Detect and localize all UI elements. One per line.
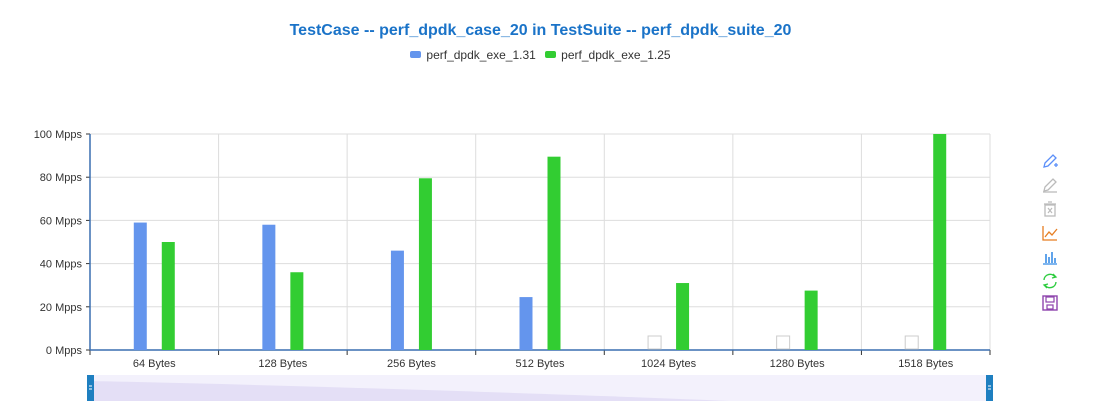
x-tick-label: 1280 Bytes: [770, 358, 826, 370]
legend-label-series-1: perf_dpdk_exe_1.31: [426, 47, 536, 62]
x-tick-label: 256 Bytes: [387, 358, 436, 370]
x-tick-label: 128 Bytes: [258, 358, 307, 370]
bar-chart-icon[interactable]: [1041, 248, 1059, 266]
line-chart-icon[interactable]: [1041, 224, 1059, 242]
bar: [161, 242, 175, 350]
bar: [390, 250, 404, 350]
y-tick-label: 0 Mpps: [46, 345, 83, 357]
legend-item-series-1[interactable]: perf_dpdk_exe_1.31: [410, 47, 536, 62]
zoom-slider-shadow: [90, 381, 730, 401]
bar: [804, 290, 818, 350]
legend-item-series-2[interactable]: perf_dpdk_exe_1.25: [545, 47, 671, 62]
y-tick-label: 20 Mpps: [40, 302, 83, 314]
chart-title: TestCase -- perf_dpdk_case_20 in TestSui…: [289, 22, 792, 39]
y-tick-label: 100 Mpps: [34, 129, 83, 141]
bar: [133, 222, 147, 350]
legend-label-series-2: perf_dpdk_exe_1.25: [561, 47, 671, 62]
bar: [676, 283, 690, 350]
save-icon[interactable]: [1041, 294, 1059, 312]
x-tick-label: 512 Bytes: [516, 358, 565, 370]
bar-placeholder: [647, 335, 662, 350]
pencil-add-icon[interactable]: [1041, 152, 1059, 170]
bar: [519, 297, 533, 350]
zoom-slider-handle-right[interactable]: [986, 375, 993, 401]
trash-icon[interactable]: [1041, 200, 1059, 218]
y-tick-label: 40 Mpps: [40, 259, 83, 271]
bar-placeholder: [904, 335, 919, 350]
bar: [547, 156, 561, 350]
bar-placeholder: [776, 335, 791, 350]
pencil-clear-icon[interactable]: [1041, 176, 1059, 194]
x-tick-label: 1518 Bytes: [898, 358, 954, 370]
x-tick-label: 64 Bytes: [133, 358, 176, 370]
y-tick-label: 60 Mpps: [40, 215, 83, 227]
legend: perf_dpdk_exe_1.31 perf_dpdk_exe_1.25: [0, 47, 1081, 62]
bar: [290, 272, 304, 350]
refresh-icon[interactable]: [1041, 272, 1059, 290]
legend-swatch-series-1: [410, 51, 422, 58]
bar: [262, 224, 276, 350]
legend-swatch-series-2: [545, 51, 557, 58]
x-tick-label: 1024 Bytes: [641, 358, 697, 370]
y-tick-label: 80 Mpps: [40, 172, 83, 184]
bar: [418, 178, 432, 350]
bar: [933, 134, 947, 350]
zoom-slider-handle-left[interactable]: [87, 375, 94, 401]
